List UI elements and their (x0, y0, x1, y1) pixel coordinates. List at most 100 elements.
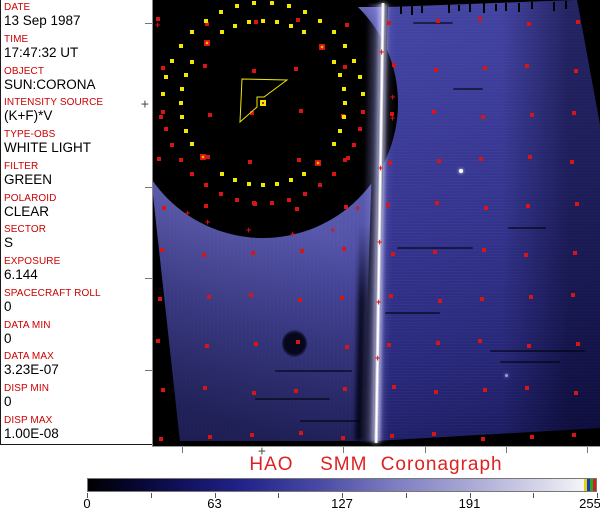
diagonal-marker-icon (200, 154, 206, 160)
film-dash (448, 4, 450, 13)
scratch-artifact (397, 247, 473, 249)
outer-ring-dot-icon (269, 200, 274, 205)
outer-ring-dot-icon (318, 19, 323, 24)
grid-dot-icon (392, 63, 396, 67)
field-label: DISP MAX (4, 414, 53, 426)
grid-dot-icon (392, 385, 396, 389)
grid-dot-icon (342, 247, 346, 251)
grid-dot-icon (483, 388, 487, 392)
grid-dot-icon (435, 201, 439, 205)
grid-dot-icon (528, 155, 532, 159)
grid-dot-icon (530, 435, 534, 439)
grid-dot-icon (299, 431, 303, 435)
field-label: SECTOR (4, 224, 47, 236)
field-value: S (4, 235, 14, 251)
image-title: HAO SMM Coronagraph (249, 454, 503, 475)
metadata-panel: DATE 13 Sep 1987 TIME 17:47:32 UT OBJECT SUN:… (0, 0, 152, 445)
grid-dot-icon (387, 343, 391, 347)
scratch-artifact (275, 370, 352, 372)
grid-dot-icon (437, 159, 441, 163)
grid-dot-icon (389, 294, 393, 298)
outer-ring-dot-icon (170, 143, 175, 148)
grid-dot-icon (156, 339, 160, 343)
grid-dot-icon (572, 111, 576, 115)
grid-dot-icon (524, 253, 528, 257)
film-dash (495, 4, 497, 11)
grid-dot-icon (478, 17, 482, 21)
inner-ring-dot-icon (189, 142, 194, 146)
colorbar-tick-label: 63 (207, 496, 222, 511)
inner-ring-dot-icon (289, 23, 294, 28)
coronagraph-image-frame: + + + + + + + + + + + + + + (152, 0, 600, 447)
detector-right-region (375, 0, 600, 441)
metadata-field: DATA MIN 0 (4, 320, 152, 346)
field-value: 1.00E-08 (4, 425, 59, 441)
grid-dot-icon (251, 251, 255, 255)
grid-dot-icon (202, 253, 206, 257)
grid-dot-icon (574, 69, 578, 73)
grid-dot-icon (203, 386, 207, 390)
grid-dot-icon (484, 206, 488, 210)
metadata-field: DISP MIN 0 (4, 383, 152, 409)
metadata-field: SPACECRAFT ROLL 0 (4, 288, 152, 314)
grid-dot-icon (576, 20, 580, 24)
grid-dot-icon (158, 297, 162, 301)
grid-dot-icon (340, 296, 344, 300)
grid-dot-icon (481, 115, 485, 119)
field-value: 0 (4, 298, 12, 314)
grid-dot-icon (575, 202, 579, 206)
film-dash (505, 3, 507, 11)
grid-dot-icon (205, 344, 209, 348)
diagonal-marker-icon (319, 44, 325, 50)
colorbar-stripe (584, 479, 587, 491)
inner-ring-dot-icon (289, 178, 294, 183)
grid-dot-icon (480, 297, 484, 301)
grid-dot-icon (250, 111, 254, 115)
inner-ring-dot-icon (220, 172, 224, 176)
inner-ring-dot-icon (232, 23, 237, 28)
grid-dot-icon (157, 157, 161, 161)
bottom-axis-tick (425, 447, 426, 453)
grid-dot-icon (205, 22, 209, 26)
grid-dot-icon (297, 158, 301, 162)
colorbar-tick (342, 493, 343, 498)
inner-ring-dot-icon (275, 181, 280, 186)
field-label: POLAROID (4, 192, 57, 204)
outer-ring-dot-icon (331, 171, 336, 176)
outer-ring-dot-icon (203, 182, 208, 187)
outer-ring-dot-icon (357, 75, 362, 80)
film-dash (400, 6, 402, 14)
bottom-axis-tick (506, 447, 507, 453)
inner-ring-dot-icon (341, 115, 346, 120)
colorbar (87, 478, 597, 492)
outer-ring-dot-icon (357, 126, 362, 131)
grid-dot-icon (344, 205, 348, 209)
grid-dot-icon (436, 19, 440, 23)
grid-dot-icon (530, 113, 534, 117)
field-label: DATA MAX (4, 351, 54, 363)
grid-dot-icon (294, 389, 298, 393)
grid-dot-icon (300, 249, 304, 253)
bright-dot-artifact (505, 374, 508, 377)
grid-dot-icon (161, 388, 165, 392)
grid-dot-icon (526, 204, 530, 208)
red-cross-marker-icon: + (379, 47, 385, 57)
film-dash (469, 4, 471, 12)
grid-dot-icon (570, 160, 574, 164)
left-axis-tick (145, 187, 152, 188)
colorbar-tick (87, 493, 88, 498)
grid-dot-icon (208, 113, 212, 117)
outer-ring-dot-icon (331, 30, 336, 35)
outer-ring-dot-icon (342, 158, 347, 163)
grid-dot-icon (576, 342, 580, 346)
colorbar-stripe (590, 479, 593, 491)
grid-dot-icon (527, 344, 531, 348)
film-dash (458, 5, 460, 11)
colorbar-tick-label: 255 (579, 496, 600, 511)
outer-ring-dot-icon (190, 30, 195, 35)
outer-ring-dot-icon (190, 171, 195, 176)
outer-ring-dot-icon (351, 143, 356, 148)
outer-ring-dot-icon (164, 126, 169, 131)
grid-dot-icon (298, 298, 302, 302)
field-value: CLEAR (4, 203, 50, 219)
